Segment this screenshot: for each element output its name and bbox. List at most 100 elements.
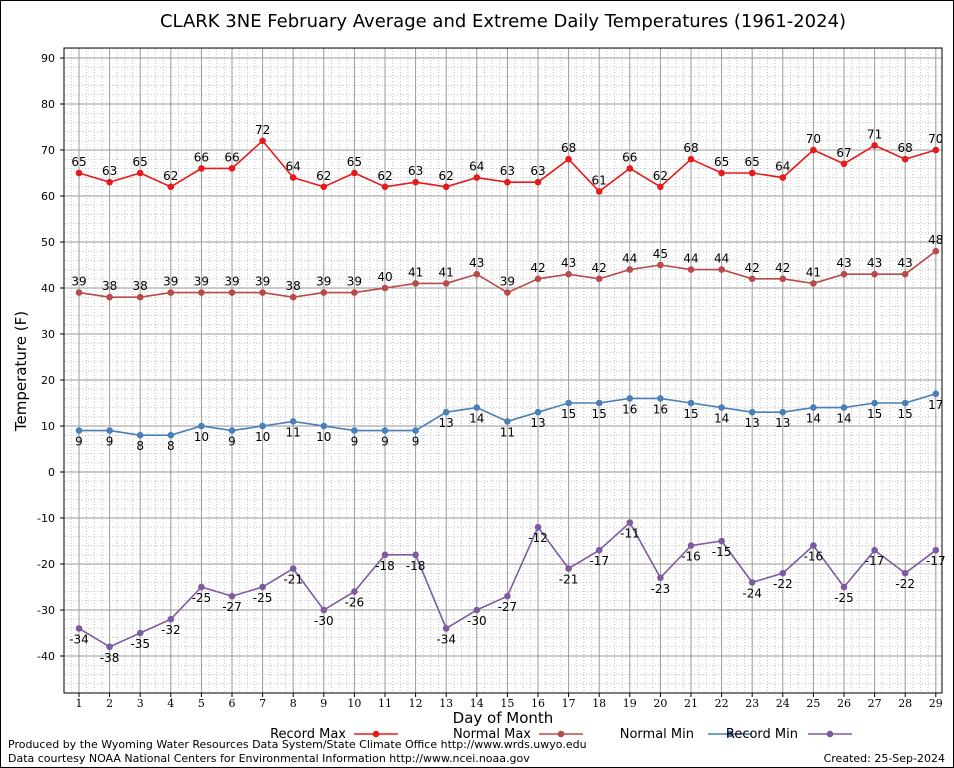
data-point xyxy=(687,155,695,163)
data-point xyxy=(595,275,603,283)
footer-created-date: Created: 25-Sep-2024 xyxy=(823,752,945,765)
data-point xyxy=(106,293,113,301)
data-point xyxy=(412,427,419,434)
data-point xyxy=(289,293,297,301)
data-point xyxy=(718,537,725,545)
data-label: 39 xyxy=(163,275,178,289)
data-point xyxy=(289,418,297,425)
x-tick-label: 22 xyxy=(715,697,729,710)
data-label: 13 xyxy=(439,416,454,430)
data-label: 42 xyxy=(775,261,790,275)
data-label: 14 xyxy=(836,412,851,426)
y-tick-label: -30 xyxy=(37,604,55,617)
data-label: 39 xyxy=(224,275,239,289)
data-label: 9 xyxy=(106,435,114,449)
legend-marker xyxy=(557,730,565,738)
data-label: 43 xyxy=(561,256,576,270)
data-label: -17 xyxy=(589,554,609,568)
data-label: 11 xyxy=(500,425,515,439)
data-label: 70 xyxy=(806,132,821,146)
x-tick-label: 26 xyxy=(837,697,851,710)
data-label: 9 xyxy=(351,435,359,449)
x-tick-label: 19 xyxy=(623,697,637,710)
data-point xyxy=(381,551,389,559)
data-label: -12 xyxy=(528,531,548,545)
data-point xyxy=(259,422,266,430)
x-tick-label: 4 xyxy=(167,697,174,710)
data-label: 66 xyxy=(194,150,209,164)
data-label: 9 xyxy=(228,435,236,449)
data-label: 10 xyxy=(194,430,209,444)
data-label: 42 xyxy=(530,261,545,275)
data-point xyxy=(748,169,756,177)
data-label: 65 xyxy=(133,155,148,169)
x-tick-label: 14 xyxy=(470,697,484,710)
data-label: 40 xyxy=(377,270,392,284)
data-label: 39 xyxy=(71,275,86,289)
x-tick-label: 17 xyxy=(562,697,576,710)
data-label: 62 xyxy=(163,169,178,183)
data-point xyxy=(871,270,878,278)
y-tick-label: 50 xyxy=(41,236,55,249)
data-label: -34 xyxy=(436,632,456,646)
data-point xyxy=(106,643,113,651)
data-label: -18 xyxy=(375,559,395,573)
data-label: -32 xyxy=(161,623,181,637)
data-point xyxy=(442,625,450,632)
data-point xyxy=(932,390,940,398)
data-label: 14 xyxy=(806,412,821,426)
data-point xyxy=(504,178,511,186)
data-label: 38 xyxy=(286,279,301,293)
data-label: 39 xyxy=(255,275,270,289)
data-label: -26 xyxy=(345,596,365,610)
data-label: 43 xyxy=(469,256,484,270)
x-tick-label: 24 xyxy=(776,697,790,710)
data-point xyxy=(718,404,725,411)
data-label: 44 xyxy=(683,252,698,266)
data-label: -25 xyxy=(253,591,273,605)
data-label: 66 xyxy=(224,150,239,164)
y-tick-label: 90 xyxy=(41,52,55,65)
data-point xyxy=(810,542,817,549)
x-tick-label: 20 xyxy=(653,697,667,710)
data-point xyxy=(534,275,542,283)
legend-label: Record Min xyxy=(726,727,798,742)
data-point xyxy=(198,422,205,430)
data-point xyxy=(840,160,848,168)
data-label: 71 xyxy=(867,127,882,141)
data-point xyxy=(534,178,542,186)
legend-label: Normal Min xyxy=(620,727,694,742)
data-label: 67 xyxy=(836,146,851,160)
data-label: -30 xyxy=(314,614,334,628)
y-tick-label: 0 xyxy=(48,466,55,479)
data-point xyxy=(871,142,878,149)
data-label: 62 xyxy=(377,169,392,183)
x-tick-label: 13 xyxy=(439,697,453,710)
data-label: -16 xyxy=(681,550,701,564)
data-label: 13 xyxy=(530,416,545,430)
x-tick-label: 6 xyxy=(229,697,236,710)
y-tick-label: 40 xyxy=(41,282,55,295)
data-point xyxy=(810,404,817,411)
data-label: 15 xyxy=(592,407,607,421)
data-point xyxy=(75,289,83,296)
data-label: 68 xyxy=(561,141,576,155)
data-point xyxy=(381,427,389,434)
x-tick-label: 15 xyxy=(500,697,514,710)
data-point xyxy=(534,408,542,416)
data-point xyxy=(687,266,695,273)
data-label: 11 xyxy=(286,425,301,439)
x-tick-label: 12 xyxy=(409,697,423,710)
data-point xyxy=(473,174,481,181)
data-point xyxy=(259,289,266,296)
y-tick-label: 20 xyxy=(41,374,55,387)
data-point xyxy=(504,289,511,296)
data-label: 41 xyxy=(408,265,423,279)
data-point xyxy=(167,183,175,191)
data-point xyxy=(718,266,725,273)
data-label: 63 xyxy=(102,164,117,178)
data-point xyxy=(901,270,909,278)
data-point xyxy=(75,427,83,434)
data-point xyxy=(626,395,634,402)
